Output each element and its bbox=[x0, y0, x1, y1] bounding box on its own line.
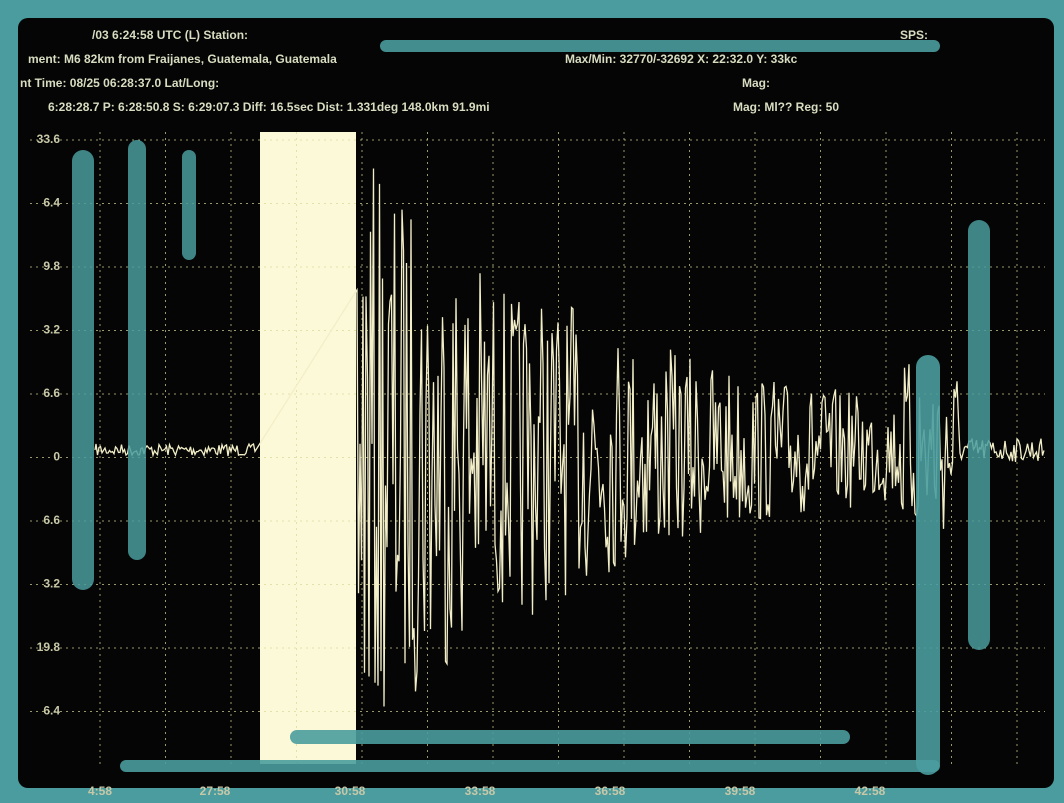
smudge bbox=[182, 150, 196, 260]
header-line: nt Time: 08/25 06:28:37.0 Lat/Long: bbox=[20, 76, 219, 90]
y-tick-label: 3.2 bbox=[43, 577, 60, 591]
header-line: 6:28:28.7 P: 6:28:50.8 S: 6:29:07.3 Diff… bbox=[48, 100, 490, 114]
header-line: ment: M6 82km from Fraijanes, Guatemala,… bbox=[28, 52, 337, 66]
x-tick-label: 27:58 bbox=[200, 784, 231, 798]
x-tick-label: 4:58 bbox=[88, 784, 112, 798]
x-tick-label: 33:58 bbox=[465, 784, 496, 798]
smudge bbox=[72, 150, 94, 590]
header-line: SPS: bbox=[900, 28, 928, 42]
grid bbox=[30, 132, 1045, 765]
header-line: /03 6:24:58 UTC (L) Station: bbox=[92, 28, 248, 42]
waveform bbox=[94, 168, 1045, 707]
header-line: Mag: Ml?? Reg: 50 bbox=[733, 100, 839, 114]
saturated-block bbox=[260, 132, 356, 764]
y-tick-label: 6.4 bbox=[43, 196, 60, 210]
smudge bbox=[128, 140, 146, 560]
smudge bbox=[916, 355, 940, 775]
x-tick-label: 36:58 bbox=[595, 784, 626, 798]
smudge bbox=[968, 220, 990, 650]
smudge bbox=[380, 40, 940, 52]
x-tick-label: 39:58 bbox=[725, 784, 756, 798]
frame-smudges bbox=[72, 40, 990, 775]
smudge bbox=[290, 730, 850, 744]
x-axis: 4:58 27:58 30:58 33:58 36:58 39:58 42:58 bbox=[88, 784, 886, 798]
y-tick-label: 19.8 bbox=[37, 640, 61, 654]
screen-frame bbox=[18, 18, 1054, 788]
header-line: Max/Min: 32770/-32692 X: 22:32.0 Y: 33kc bbox=[565, 52, 798, 66]
header-line: Mag: bbox=[742, 76, 770, 90]
y-axis: 33.6 6.4 9.8 3.2 6.6 0 6.6 3.2 19.8 6.4 bbox=[37, 132, 61, 718]
x-tick-label: 42:58 bbox=[855, 784, 886, 798]
y-tick-label: 6.6 bbox=[43, 386, 60, 400]
y-tick-label: 33.6 bbox=[37, 132, 61, 146]
y-tick-label: 0 bbox=[53, 450, 60, 464]
y-tick-label: 9.8 bbox=[43, 259, 60, 273]
y-tick-label: 6.4 bbox=[43, 704, 60, 718]
smudge bbox=[120, 760, 940, 772]
x-tick-label: 30:58 bbox=[335, 784, 366, 798]
y-tick-label: 6.6 bbox=[43, 513, 60, 527]
y-tick-label: 3.2 bbox=[43, 323, 60, 337]
